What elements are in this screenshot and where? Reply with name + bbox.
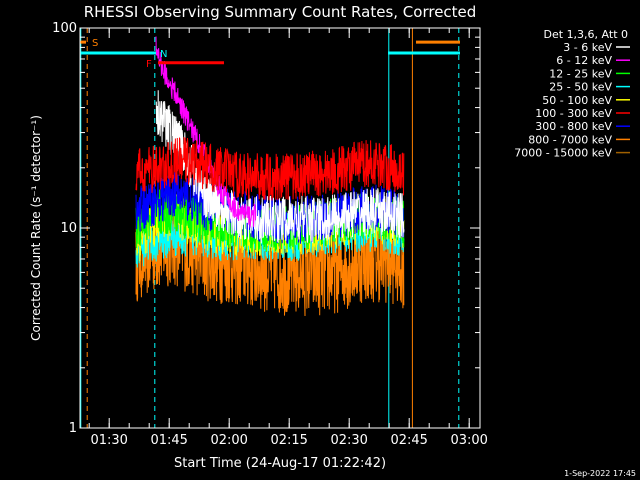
state-flag-label: S [92,38,98,49]
y-tick-label: 1 [69,421,77,436]
y-tick-label: 100 [52,21,77,36]
legend-label: 3 - 6 keV [563,41,612,54]
x-tick-label: 02:45 [390,433,427,448]
x-tick-label: 02:30 [330,433,367,448]
state-flag-label: N [160,49,167,60]
legend-label: 800 - 7000 keV [528,133,612,146]
axes: 1 10 100 01:30 01:45 02:00 02:15 02:30 02:45 03:0… [52,21,488,448]
plot-area: S NF [80,28,460,428]
state-flag-label: F [146,59,152,70]
series-line-100-300-keV [135,136,405,201]
legend-label: 12 - 25 keV [549,67,612,80]
y-tick-label: 10 [60,221,77,236]
legend-label: 300 - 800 keV [535,120,612,133]
x-axis-label: Start Time (24-Aug-17 01:22:42) [174,456,386,471]
legend-label: 25 - 50 keV [549,81,612,94]
legend-label: 6 - 12 keV [556,54,612,67]
legend-header: Det 1,3,6, Att 0 [544,28,628,41]
x-tick-label: 01:30 [90,433,127,448]
x-tick-label: 01:45 [150,433,187,448]
x-tick-label: 02:00 [210,433,247,448]
x-tick-label: 02:15 [270,433,307,448]
y-axis-label: Corrected Count Rate (s⁻¹ detector⁻¹) [29,115,43,341]
legend-label: 7000 - 15000 keV [514,147,612,160]
legend-label: 100 - 300 keV [535,107,612,120]
x-tick-label: 03:00 [450,433,487,448]
chart-title: RHESSI Observing Summary Count Rates, Co… [84,3,477,21]
legend-label: 50 - 100 keV [542,94,612,107]
footer-date: 1-Sep-2022 17:45 [564,469,636,478]
